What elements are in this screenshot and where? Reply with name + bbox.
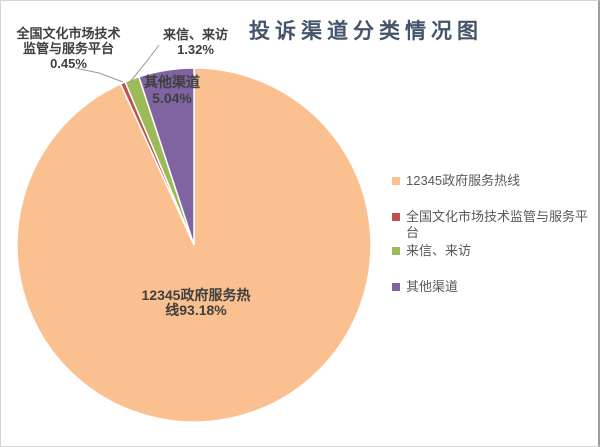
legend-item-other-channels: 其他渠道 bbox=[392, 279, 594, 295]
data-label-line: 全国文化市场技术 bbox=[16, 26, 121, 41]
leader-line bbox=[74, 67, 124, 83]
legend-item-letters-visits: 来信、来访 bbox=[392, 243, 594, 259]
data-label-value: 5.04% bbox=[152, 90, 192, 106]
data-label-line: 12345政府服务热 bbox=[141, 287, 251, 303]
legend-label: 12345政府服务热线 bbox=[406, 173, 521, 188]
data-label-other-channels: 其他渠道 5.04% bbox=[140, 74, 204, 106]
leader-line bbox=[129, 44, 160, 83]
legend-swatch-icon bbox=[392, 283, 400, 291]
data-label-line: 监管与服务平台 bbox=[22, 41, 114, 56]
data-label-line: 来信、来访 bbox=[162, 27, 228, 42]
data-label-hotline: 12345政府服务热 线93.18% bbox=[116, 288, 276, 318]
data-label-value: 线93.18% bbox=[165, 302, 227, 318]
legend-label: 全国文化市场技术监管与服务平台 bbox=[406, 209, 589, 240]
pie-slice-4 bbox=[137, 67, 195, 246]
data-label-value: 1.32% bbox=[177, 42, 214, 57]
legend-swatch-icon bbox=[392, 247, 400, 255]
legend-item-platform: 全国文化市场技术监管与服务平台 bbox=[392, 209, 594, 241]
legend-item-hotline: 12345政府服务热线 bbox=[392, 173, 594, 189]
data-label-letters-visits: 来信、来访 1.32% bbox=[153, 27, 238, 57]
legend-swatch-icon bbox=[392, 177, 400, 185]
chart-title: 投诉渠道分类情况图 bbox=[249, 20, 483, 43]
legend-label: 其他渠道 bbox=[406, 279, 459, 294]
data-label-line: 其他渠道 bbox=[144, 74, 200, 90]
data-label-platform: 全国文化市场技术 监管与服务平台 0.45% bbox=[6, 26, 131, 71]
legend-swatch-icon bbox=[392, 213, 400, 221]
data-label-value: 0.45% bbox=[50, 56, 87, 71]
legend-label: 来信、来访 bbox=[406, 243, 472, 258]
